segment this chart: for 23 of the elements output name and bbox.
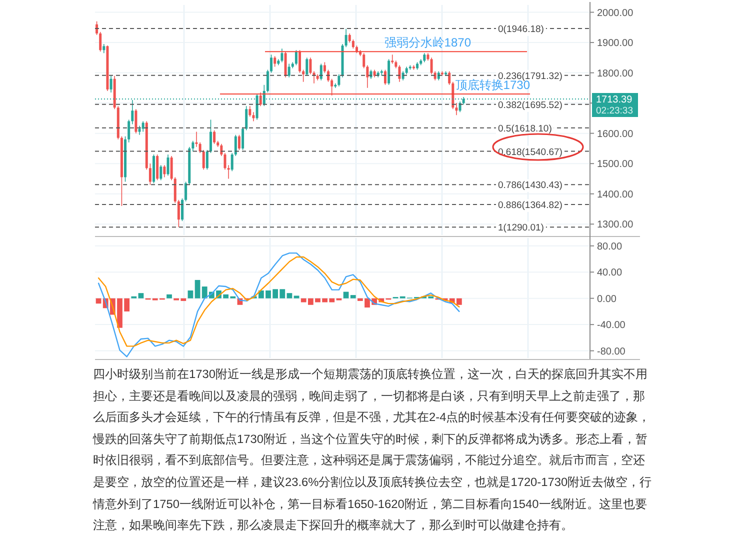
y-tick-label: 80.00 [597, 241, 622, 252]
y-tick-label: 1300.00 [597, 220, 634, 231]
y-tick-label: 1500.00 [597, 159, 634, 170]
text: 四小时级别当前在1730附近一线是形成一个短期震荡的顶底转换位置，这一次，白天的探底回升其实不用担心，主要还是看晚间以及凌晨的强弱，晚间走弱了，一切都将是白谈，只有到明天早上之前走强了，那么后面多头才会延续，下午的行情虽有反弹，但是不强，尤其在2-4点的时候基本没有任何要突破的迹象，慢跌的回落失守了前期低点1730附近，当这个位置失守的时候，剩下的反弹都将成为诱多。形态上看，暂时依旧很弱，看不到底部信号。但要注意，这种弱还是属于震荡偏弱，不能过分追空。就后市而言，空还是要空，放空的位置还是一样，建议23.6%分割位以及顶底转换位去空，也就是1720-1730附近去做空，行情意外到了1750一线附近可以补仓，第一目标看1650-1620附近，第二目标看向1540一线附近。这里也要注意，如果晚间率先下跌，那么凌晨走下探回升的概率就大了，那么到时可以做建仓持有。 [93, 366, 653, 534]
ref-line-label: 强弱分水岭1870 [384, 36, 472, 50]
y-tick-label: 1800.00 [597, 68, 634, 80]
y-tick-label: 1400.00 [597, 189, 634, 200]
ref-line-label: 0.786(1430.43) [498, 180, 562, 192]
ref-line-label: 0.618(1540.67) [498, 146, 562, 158]
y-tick-label: 40.00 [597, 268, 622, 279]
y-tick-label: -40.00 [597, 320, 626, 332]
y-tick-label: -80.00 [597, 346, 626, 358]
ref-line-label: 1713.39 [596, 94, 633, 106]
text: 02:23:33 [596, 106, 633, 116]
y-tick-label: 0.00 [597, 294, 617, 305]
ref-line-label: 1(1290.01) [498, 222, 544, 234]
ref-line-label: 0.382(1695.52) [498, 100, 562, 111]
ref-line-label: 0.5(1618.10) [498, 123, 552, 134]
y-tick-label: 1900.00 [597, 38, 634, 50]
y-tick-label: 1600.00 [597, 128, 634, 140]
ref-line-label: 0.886(1364.82) [498, 200, 562, 211]
ref-line-label: 0(1946.18) [498, 24, 544, 36]
y-tick-label: 2000.00 [597, 8, 634, 19]
